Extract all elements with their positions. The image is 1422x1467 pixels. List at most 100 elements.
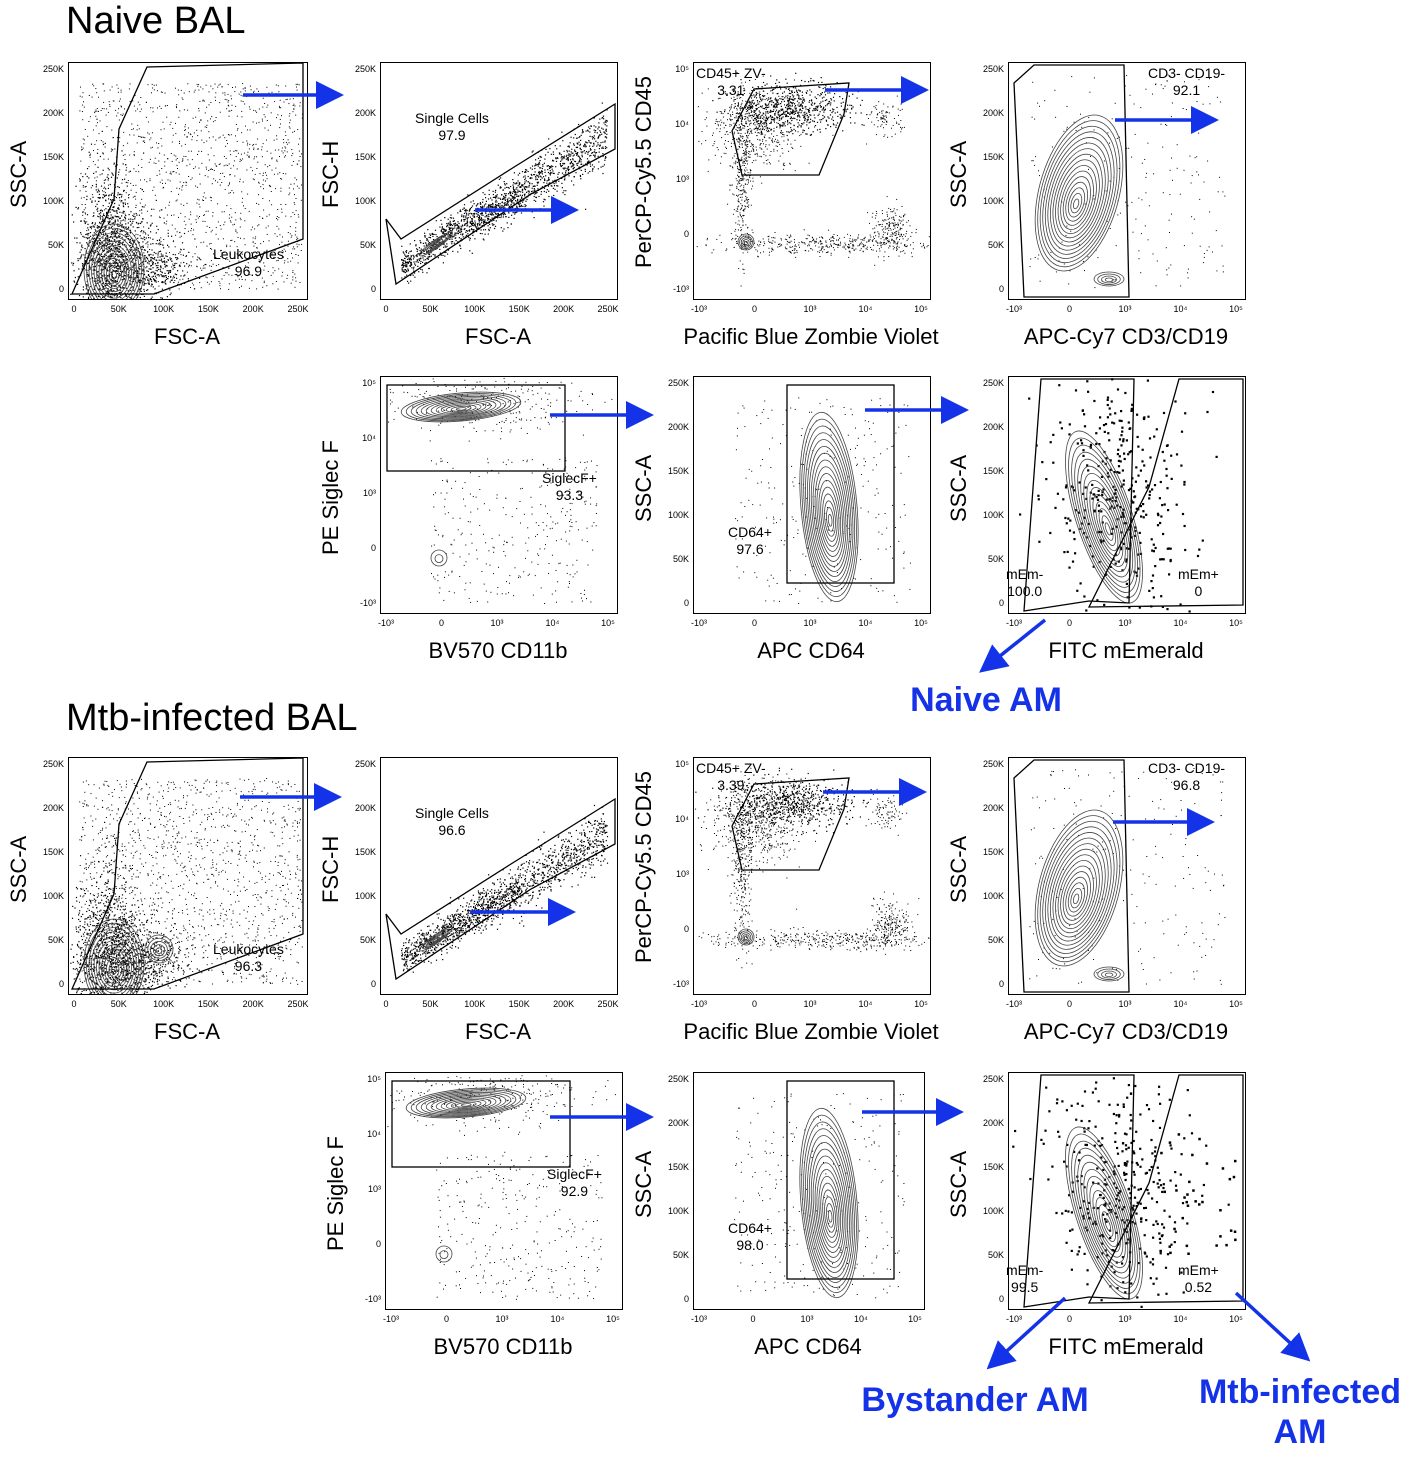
x-tick-label: 250K: [597, 999, 619, 1009]
y-tick-label: 250K: [982, 759, 1004, 769]
x-tick-label: 250K: [287, 999, 309, 1009]
gate-percentage: 93.3: [555, 487, 584, 503]
gate-label: CD3- CD19- 96.8: [1148, 760, 1225, 794]
y-tick-label: 50K: [987, 1250, 1004, 1260]
x-tick-label: 50K: [422, 304, 439, 314]
y-tick-label: 150K: [354, 847, 376, 857]
gate-outline: [391, 1080, 571, 1168]
gate-outline: [1013, 759, 1130, 993]
gate-outline: [71, 63, 304, 295]
gate-name: Single Cells: [415, 805, 489, 821]
gate-name: CD64+: [728, 524, 772, 540]
gate-name: CD3- CD19-: [1148, 760, 1226, 776]
x-tick-label: 10³: [1118, 1314, 1132, 1324]
x-tick-label: 10⁵: [1229, 304, 1243, 314]
gate-label: Single Cells 97.9: [415, 110, 489, 144]
gate-percentage: 100.0: [1007, 583, 1043, 599]
flow-plot-cd3: [1008, 62, 1246, 300]
outcome-label: Naive AM: [910, 681, 1062, 719]
x-tick-label: 250K: [287, 304, 309, 314]
y-tick-label: 250K: [42, 64, 64, 74]
y-tick-label: 0: [370, 284, 376, 294]
y-tick-label: 150K: [982, 152, 1004, 162]
x-axis-label: FSC-A: [154, 324, 220, 349]
y-tick-label: 0: [683, 229, 689, 239]
x-tick-label: 10⁵: [606, 1314, 620, 1324]
x-tick-label: 0: [383, 304, 389, 314]
plot-events: [70, 778, 303, 994]
y-tick-label: 50K: [987, 935, 1004, 945]
x-tick-label: -10³: [1005, 618, 1022, 628]
x-tick-label: 10³: [800, 1314, 814, 1324]
scatter-canvas: [1013, 759, 1226, 993]
x-tick-label: 250K: [597, 304, 619, 314]
y-tick-label: 10⁵: [362, 378, 376, 388]
y-tick-label: 200K: [982, 108, 1004, 118]
flow-plot-zv: [693, 62, 931, 300]
flow-plot-singlet: [380, 757, 618, 995]
x-tick-label: 50K: [422, 999, 439, 1009]
gate-percentage: 97.9: [438, 127, 466, 143]
x-tick-label: 10⁵: [914, 618, 928, 628]
y-axis-label: SSC-A: [946, 454, 971, 522]
x-tick-label: 10⁵: [914, 999, 928, 1009]
x-tick-label: 0: [751, 618, 757, 628]
x-tick-label: 100K: [153, 999, 175, 1009]
x-tick-label: 0: [383, 999, 389, 1009]
scatter-canvas: [735, 384, 911, 604]
y-tick-label: 100K: [667, 510, 689, 520]
y-tick-label: 100K: [667, 1206, 689, 1216]
y-tick-label: 50K: [672, 554, 689, 564]
y-tick-label: 200K: [354, 803, 376, 813]
outcome-label: Mtb-infected AM: [1198, 1373, 1402, 1451]
y-tick-label: 250K: [667, 1074, 689, 1084]
gate-label: Single Cells 96.6: [415, 805, 489, 839]
gate-name: CD45+ ZV-: [696, 65, 766, 81]
gate-percentage: 96.8: [1172, 777, 1201, 793]
x-tick-label: 10³: [803, 999, 817, 1009]
x-tick-label: 10⁵: [914, 304, 928, 314]
plot-events: [1012, 1077, 1237, 1308]
y-axis-label: PerCP-Cy5.5 CD45: [631, 76, 656, 268]
x-tick-label: -10³: [690, 999, 707, 1009]
x-tick-label: 100K: [464, 304, 486, 314]
gate-percentage: 96.9: [234, 263, 263, 279]
x-tick-label: 10⁵: [601, 618, 615, 628]
gate-percentage: 3.39: [717, 777, 745, 793]
y-tick-label: 0: [998, 284, 1004, 294]
y-tick-label: 10⁵: [675, 759, 689, 769]
gate-label: mEm- 99.5: [1006, 1262, 1043, 1296]
gate-outline: [1013, 64, 1130, 298]
gate-label: SiglecF+ 93.3: [542, 470, 597, 504]
scatter-canvas: [385, 797, 616, 981]
y-tick-label: 10⁴: [675, 119, 689, 129]
gate-label: SiglecF+ 92.9: [547, 1166, 602, 1200]
x-tick-label: 0: [71, 999, 77, 1009]
gate-percentage: 92.9: [560, 1183, 589, 1199]
y-tick-label: 10⁴: [362, 433, 376, 443]
x-tick-label: 10⁴: [858, 999, 873, 1009]
x-tick-label: 150K: [197, 999, 219, 1009]
x-tick-label: 0: [1066, 1314, 1072, 1324]
y-tick-label: 150K: [982, 1162, 1004, 1172]
scatter-canvas: [696, 72, 930, 287]
y-tick-label: 250K: [354, 64, 376, 74]
gate-outline: [1023, 1074, 1244, 1308]
x-tick-label: 100K: [464, 999, 486, 1009]
x-axis-label: FITC mEmerald: [1048, 1334, 1204, 1359]
y-tick-label: 0: [370, 543, 376, 553]
y-tick-label: 100K: [982, 891, 1004, 901]
gate-name: CD3- CD19-: [1148, 65, 1226, 81]
y-tick-label: 0: [998, 1294, 1004, 1304]
flow-plot-zv: [693, 757, 931, 995]
y-axis-label: SSC-A: [6, 835, 31, 903]
y-tick-label: 50K: [47, 935, 64, 945]
y-tick-label: 10⁴: [675, 814, 689, 824]
x-axis-label: FSC-A: [465, 324, 531, 349]
y-tick-label: 100K: [982, 1206, 1004, 1216]
flow-plot-cd64: [693, 376, 931, 614]
x-tick-label: -10³: [377, 618, 394, 628]
y-axis-label: SSC-A: [631, 1150, 656, 1218]
section-title: Naive BAL: [66, 0, 246, 42]
x-tick-label: -10³: [1005, 999, 1022, 1009]
